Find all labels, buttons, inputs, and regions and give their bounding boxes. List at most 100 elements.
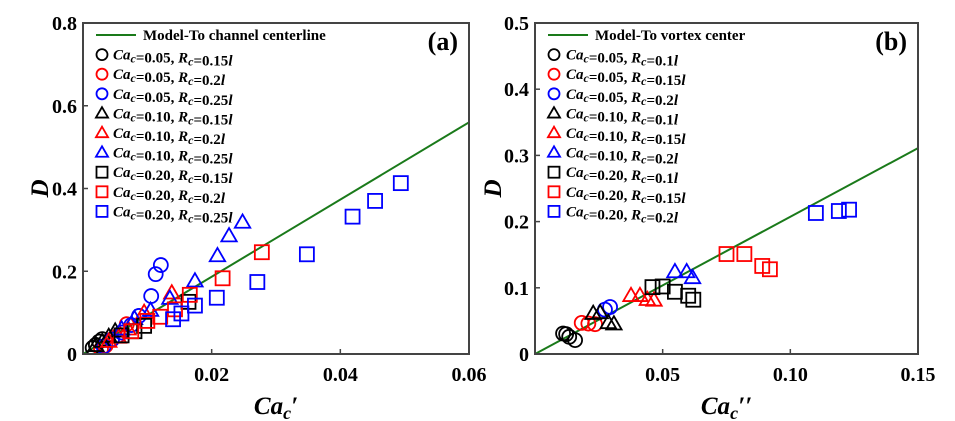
data-point <box>165 311 181 328</box>
series-square-7 <box>718 246 778 278</box>
data-point <box>139 312 156 329</box>
y-tick-label: 0.4 <box>52 179 77 201</box>
legend-entry-label: Cac=0.10, Rc=0.25l <box>113 146 233 168</box>
data-point <box>134 302 154 319</box>
data-point <box>298 246 315 263</box>
data-point <box>830 203 847 219</box>
series-square-8 <box>807 201 857 221</box>
y-tick-label: 0 <box>519 344 529 366</box>
x-tick-label: 0.10 <box>773 364 808 386</box>
legend-marker <box>95 87 109 101</box>
data-point <box>123 323 140 340</box>
series-square-7 <box>123 244 270 340</box>
legend-marker <box>547 165 561 179</box>
legend-entry-label: Cac=0.20, Rc=0.2l <box>566 204 679 226</box>
y-tick-label: 0.8 <box>52 13 77 35</box>
data-point <box>807 205 824 221</box>
data-point <box>143 288 160 304</box>
data-point <box>644 279 661 296</box>
legend-marker <box>547 204 561 218</box>
legend-marker <box>95 48 109 61</box>
data-point <box>599 313 618 330</box>
chart-panel-a: 0 0.2 0.4 0.6 0.8 0.02 0.04 0.06 Model-To channe… <box>27 13 487 421</box>
legend-entry-label: Cac=0.20, Rc=0.15l <box>113 165 233 187</box>
y-tick-label: 0.6 <box>52 96 77 118</box>
legend-entry-label: Cac=0.05, Rc=0.2l <box>566 87 679 109</box>
legend-entry-label: Cac=0.20, Rc=0.1l <box>566 165 679 187</box>
series-circle-2 <box>597 299 618 318</box>
data-point <box>602 299 618 315</box>
x-tick-label: 0.05 <box>645 364 680 386</box>
y-tick-label: 0.3 <box>504 145 529 167</box>
data-point <box>113 327 130 344</box>
y-tick-label: 0.2 <box>504 212 529 234</box>
data-point <box>677 262 696 279</box>
legend-entry-label: Cac=0.20, Rc=0.2l <box>113 185 226 207</box>
legend-entry-label: Cac=0.10, Rc=0.15l <box>566 126 686 148</box>
data-point <box>162 283 182 300</box>
data-point <box>214 270 231 287</box>
x-tick-label: 0.06 <box>452 364 487 386</box>
data-point <box>233 212 252 229</box>
data-point <box>665 262 685 279</box>
legend-marker <box>547 87 561 101</box>
legend-marker <box>95 165 109 179</box>
legend-marker <box>94 144 110 158</box>
data-point <box>208 289 225 306</box>
data-point <box>344 208 361 225</box>
legend-entry-label: Cac=0.05, Rc=0.25l <box>113 87 233 109</box>
plot-frame <box>534 22 919 355</box>
x-axis-label: Cac′ <box>254 393 298 421</box>
data-point <box>604 314 624 331</box>
data-point <box>841 201 857 218</box>
data-point <box>685 291 702 308</box>
legend-entry-label: Cac=0.10, Rc=0.1l <box>566 106 679 128</box>
legend-entry-label: Cac=0.20, Rc=0.25l <box>113 204 233 226</box>
data-point <box>136 317 153 334</box>
legend-marker <box>95 67 109 81</box>
data-point <box>147 266 164 283</box>
legend-entry-label: Cac=0.05, Rc=0.1l <box>566 48 679 70</box>
legend: Model-To vortex center Cac=0.05, Rc=0.1l C… <box>546 28 746 226</box>
data-point <box>249 274 266 290</box>
legend-marker <box>95 204 109 218</box>
legend-entry-label: Cac=0.05, Rc=0.2l <box>113 67 226 89</box>
legend-marker <box>546 105 562 119</box>
data-point <box>580 315 597 332</box>
legend-entry-label: Cac=0.20, Rc=0.15l <box>566 185 686 207</box>
x-tick-label: 0.02 <box>194 364 229 386</box>
y-tick-label: 0.1 <box>504 278 529 300</box>
data-point <box>630 285 650 302</box>
x-axis-label: Cac′′ <box>701 393 752 421</box>
data-point <box>567 332 583 348</box>
data-point <box>86 335 106 352</box>
legend-marker <box>547 48 561 61</box>
data-point <box>654 278 671 295</box>
series-triangle-3 <box>583 303 624 331</box>
data-point <box>187 297 203 314</box>
series-triangle-4 <box>621 285 664 307</box>
x-tick-label: 0.04 <box>323 364 358 386</box>
series-circle-0 <box>555 325 583 348</box>
legend-model-label: Model-To vortex center <box>595 28 746 44</box>
panel-label: (b) <box>875 27 907 56</box>
legend-marker <box>546 124 562 139</box>
data-point <box>680 287 697 304</box>
data-point <box>253 244 270 261</box>
data-point <box>185 271 205 288</box>
legend-entry-label: Cac=0.05, Rc=0.15l <box>113 48 233 70</box>
legend-marker <box>95 185 109 199</box>
legend: Model-To channel centerline Cac=0.05, Rc=… <box>94 28 326 226</box>
x-tick-label: 0.15 <box>901 364 936 386</box>
chart-panel-b: 0 0.1 0.2 0.3 0.4 0.5 0.05 0.10 0.15 Model-To vor… <box>480 13 936 421</box>
legend-marker <box>547 185 561 199</box>
y-axis-label: D <box>480 179 507 198</box>
legend-marker <box>94 105 110 119</box>
data-point <box>718 246 735 262</box>
data-point <box>181 286 198 303</box>
data-point <box>392 175 409 192</box>
data-point <box>683 268 702 285</box>
y-tick-label: 0 <box>67 344 77 366</box>
data-point <box>208 246 227 263</box>
